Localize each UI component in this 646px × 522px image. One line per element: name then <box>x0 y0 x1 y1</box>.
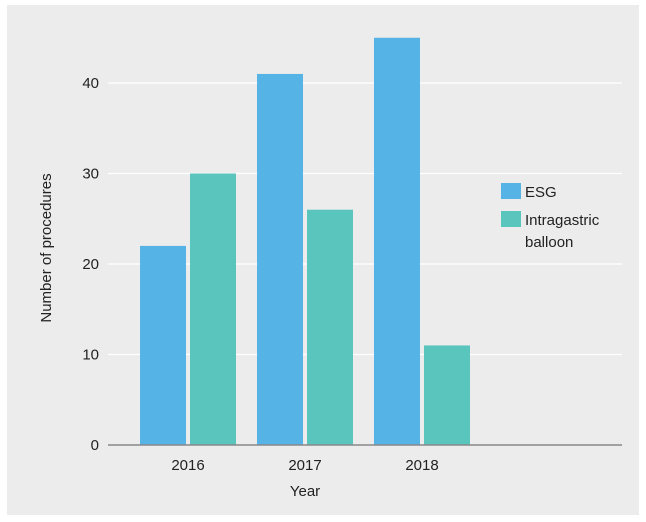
y-tick-label-0: 0 <box>91 437 99 454</box>
x-tick-label-2018: 2018 <box>405 457 438 474</box>
legend: ESG Intragastric balloon <box>501 183 600 251</box>
y-tick-label-10: 10 <box>82 347 99 364</box>
bar-intragastric-balloon-2018 <box>424 345 470 445</box>
axes: 0 10 20 30 40 2016 2017 2018 <box>82 75 622 474</box>
x-tick-label-2017: 2017 <box>288 457 321 474</box>
legend-label-intragastric-balloon: Intragastric balloon <box>525 212 600 251</box>
x-axis-title: Year <box>290 483 320 500</box>
y-tick-label-30: 30 <box>82 166 99 183</box>
bar-intragastric-balloon-2016 <box>190 173 236 445</box>
bar-esg-2018 <box>374 37 420 445</box>
bar-esg-2017 <box>257 73 303 445</box>
y-tick-label-20: 20 <box>82 256 99 273</box>
x-tick-label-2016: 2016 <box>171 457 204 474</box>
legend-swatch-intragastric-balloon <box>501 211 521 227</box>
legend-label-esg: ESG <box>525 184 557 201</box>
y-axis-title: Number of procedures <box>38 173 55 322</box>
bars <box>140 37 470 445</box>
legend-swatch-esg <box>501 183 521 199</box>
y-tick-label-40: 40 <box>82 75 99 92</box>
bar-intragastric-balloon-2017 <box>307 209 353 445</box>
bar-esg-2016 <box>140 245 186 445</box>
